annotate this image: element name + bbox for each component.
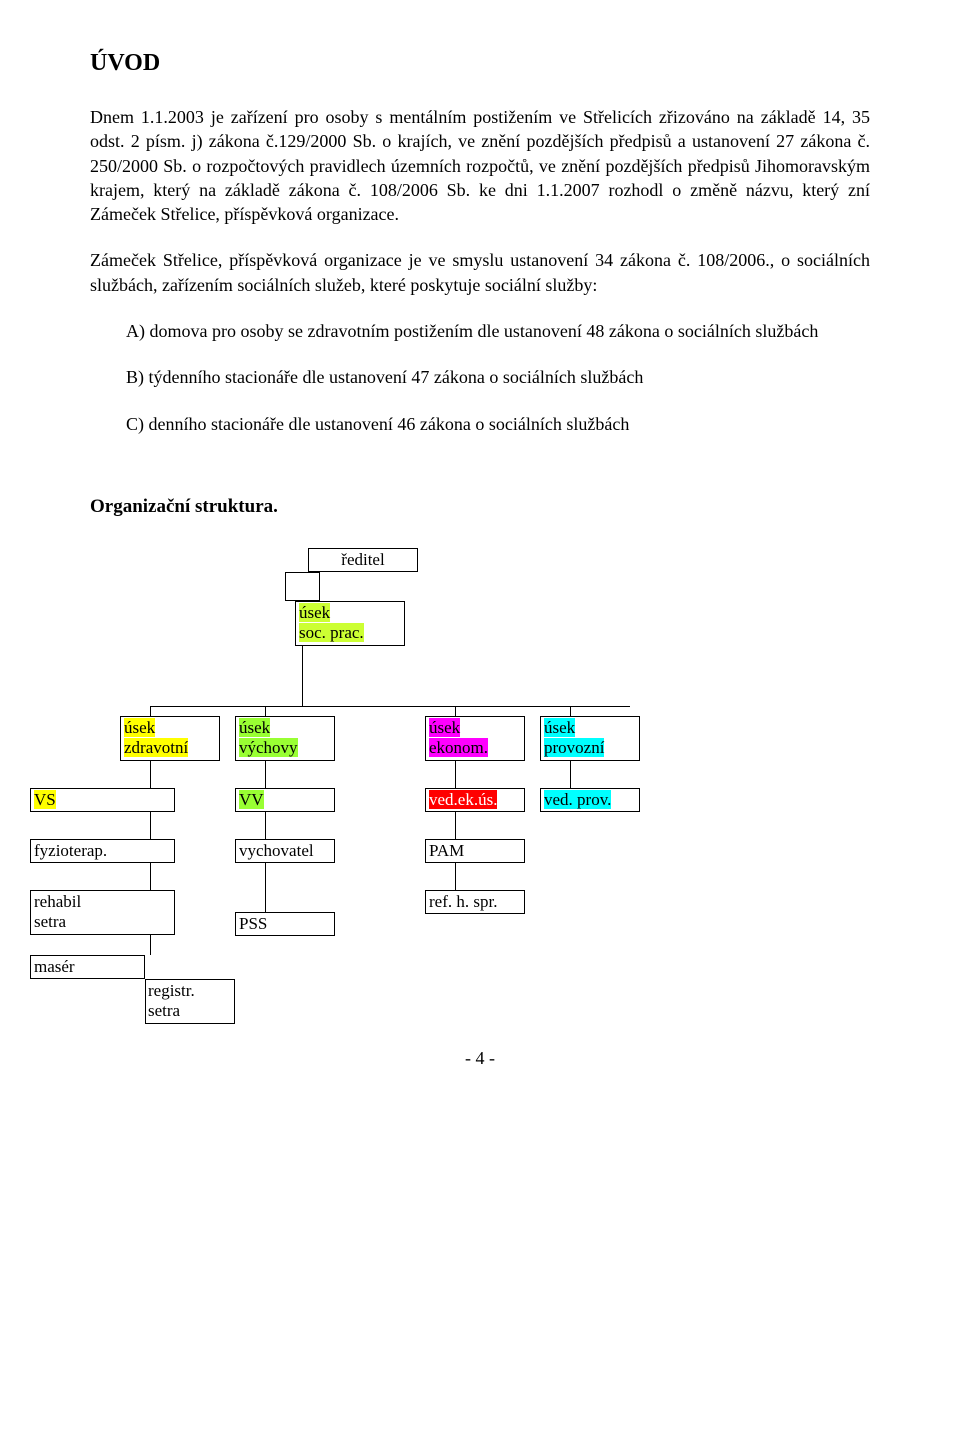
pam-label: PAM	[429, 841, 464, 860]
node-vychovatel: vychovatel	[235, 839, 335, 863]
usek-label-5: úsek	[544, 718, 575, 737]
node-provozni: úsek provozní	[540, 716, 640, 761]
node-ekonom: úsek ekonom.	[425, 716, 525, 761]
node-vv: VV	[235, 788, 335, 812]
connector-e1	[150, 812, 151, 839]
registr-label: registr.	[148, 981, 195, 1000]
connector-drop2	[265, 706, 266, 716]
connector-f1	[150, 863, 151, 890]
rehabil-label: rehabil	[34, 892, 81, 911]
zdravotni-label: zdravotní	[124, 738, 188, 757]
vychovatel-label: vychovatel	[239, 841, 314, 860]
connector-d1	[150, 761, 151, 788]
page: ÚVOD Dnem 1.1.2003 je zařízení pro osoby…	[0, 0, 960, 1109]
soc-prac-label: soc. prac.	[299, 623, 364, 642]
connector-h1	[145, 979, 146, 1024]
connector-d4	[570, 761, 571, 788]
connector-g1	[150, 935, 151, 955]
page-number: - 4 -	[90, 1048, 870, 1069]
page-title: ÚVOD	[90, 50, 870, 77]
node-ved-prov: ved. prov.	[540, 788, 640, 812]
vv-label: VV	[239, 790, 264, 809]
ved-ek-label: ved.ek.ús.	[429, 790, 497, 809]
vychovy-label: výchovy	[239, 738, 298, 757]
usek-label-4: úsek	[429, 718, 460, 737]
ref-h-spr-label: ref. h. spr.	[429, 892, 497, 911]
connector-d2	[265, 761, 266, 788]
maser-label: masér	[34, 957, 75, 976]
list-item-c: C) denního stacionáře dle ustanovení 46 …	[90, 412, 870, 436]
node-vs: VS	[30, 788, 175, 812]
org-heading: Organizační struktura.	[90, 496, 870, 518]
node-registr: registr. setra	[145, 979, 235, 1024]
node-reditel: ředitel	[308, 548, 418, 572]
rehabil-setra-label: setra	[34, 912, 66, 931]
node-reditel-label: ředitel	[341, 550, 384, 569]
paragraph-2: Zámeček Střelice, příspěvková organizace…	[90, 248, 870, 297]
reditel-frame	[285, 572, 320, 601]
node-zdravotni: úsek zdravotní	[120, 716, 220, 761]
service-list: A) domova pro osoby se zdravotním postiž…	[90, 319, 870, 436]
connector-d3	[455, 761, 456, 788]
usek-label-2: úsek	[124, 718, 155, 737]
ved-prov-label: ved. prov.	[544, 790, 611, 809]
connector-e3	[455, 812, 456, 839]
connector-bus	[150, 706, 630, 707]
node-rehabil: rehabil setra	[30, 890, 175, 935]
fyzioterap-label: fyzioterap.	[34, 841, 107, 860]
connector-drop4	[570, 706, 571, 716]
node-pam: PAM	[425, 839, 525, 863]
node-soc-prac: úsek soc. prac.	[295, 601, 405, 646]
connector-e2	[265, 812, 266, 839]
node-pss: PSS	[235, 912, 335, 936]
list-item-b: B) týdenního stacionáře dle ustanovení 4…	[90, 365, 870, 389]
list-item-a: A) domova pro osoby se zdravotním postiž…	[90, 319, 870, 343]
connector-drop3	[455, 706, 456, 716]
connector-f2	[265, 863, 266, 912]
node-ved-ek: ved.ek.ús.	[425, 788, 525, 812]
node-fyzioterap: fyzioterap.	[30, 839, 175, 863]
org-chart: ředitel úsek soc. prac. úsek zdravotní ú…	[90, 548, 870, 1028]
paragraph-1: Dnem 1.1.2003 je zařízení pro osoby s me…	[90, 105, 870, 226]
node-maser: masér	[30, 955, 145, 979]
vs-label: VS	[34, 790, 56, 809]
pss-label: PSS	[239, 914, 267, 933]
registr-setra-label: setra	[148, 1001, 180, 1020]
usek-label-1: úsek	[299, 603, 330, 622]
provozni-label: provozní	[544, 738, 604, 757]
usek-label-3: úsek	[239, 718, 270, 737]
node-ref-h-spr: ref. h. spr.	[425, 890, 525, 914]
ekonom-label: ekonom.	[429, 738, 488, 757]
connector-f3	[455, 863, 456, 890]
node-vychovy: úsek výchovy	[235, 716, 335, 761]
connector-v1	[302, 646, 303, 706]
connector-drop1	[150, 706, 151, 716]
